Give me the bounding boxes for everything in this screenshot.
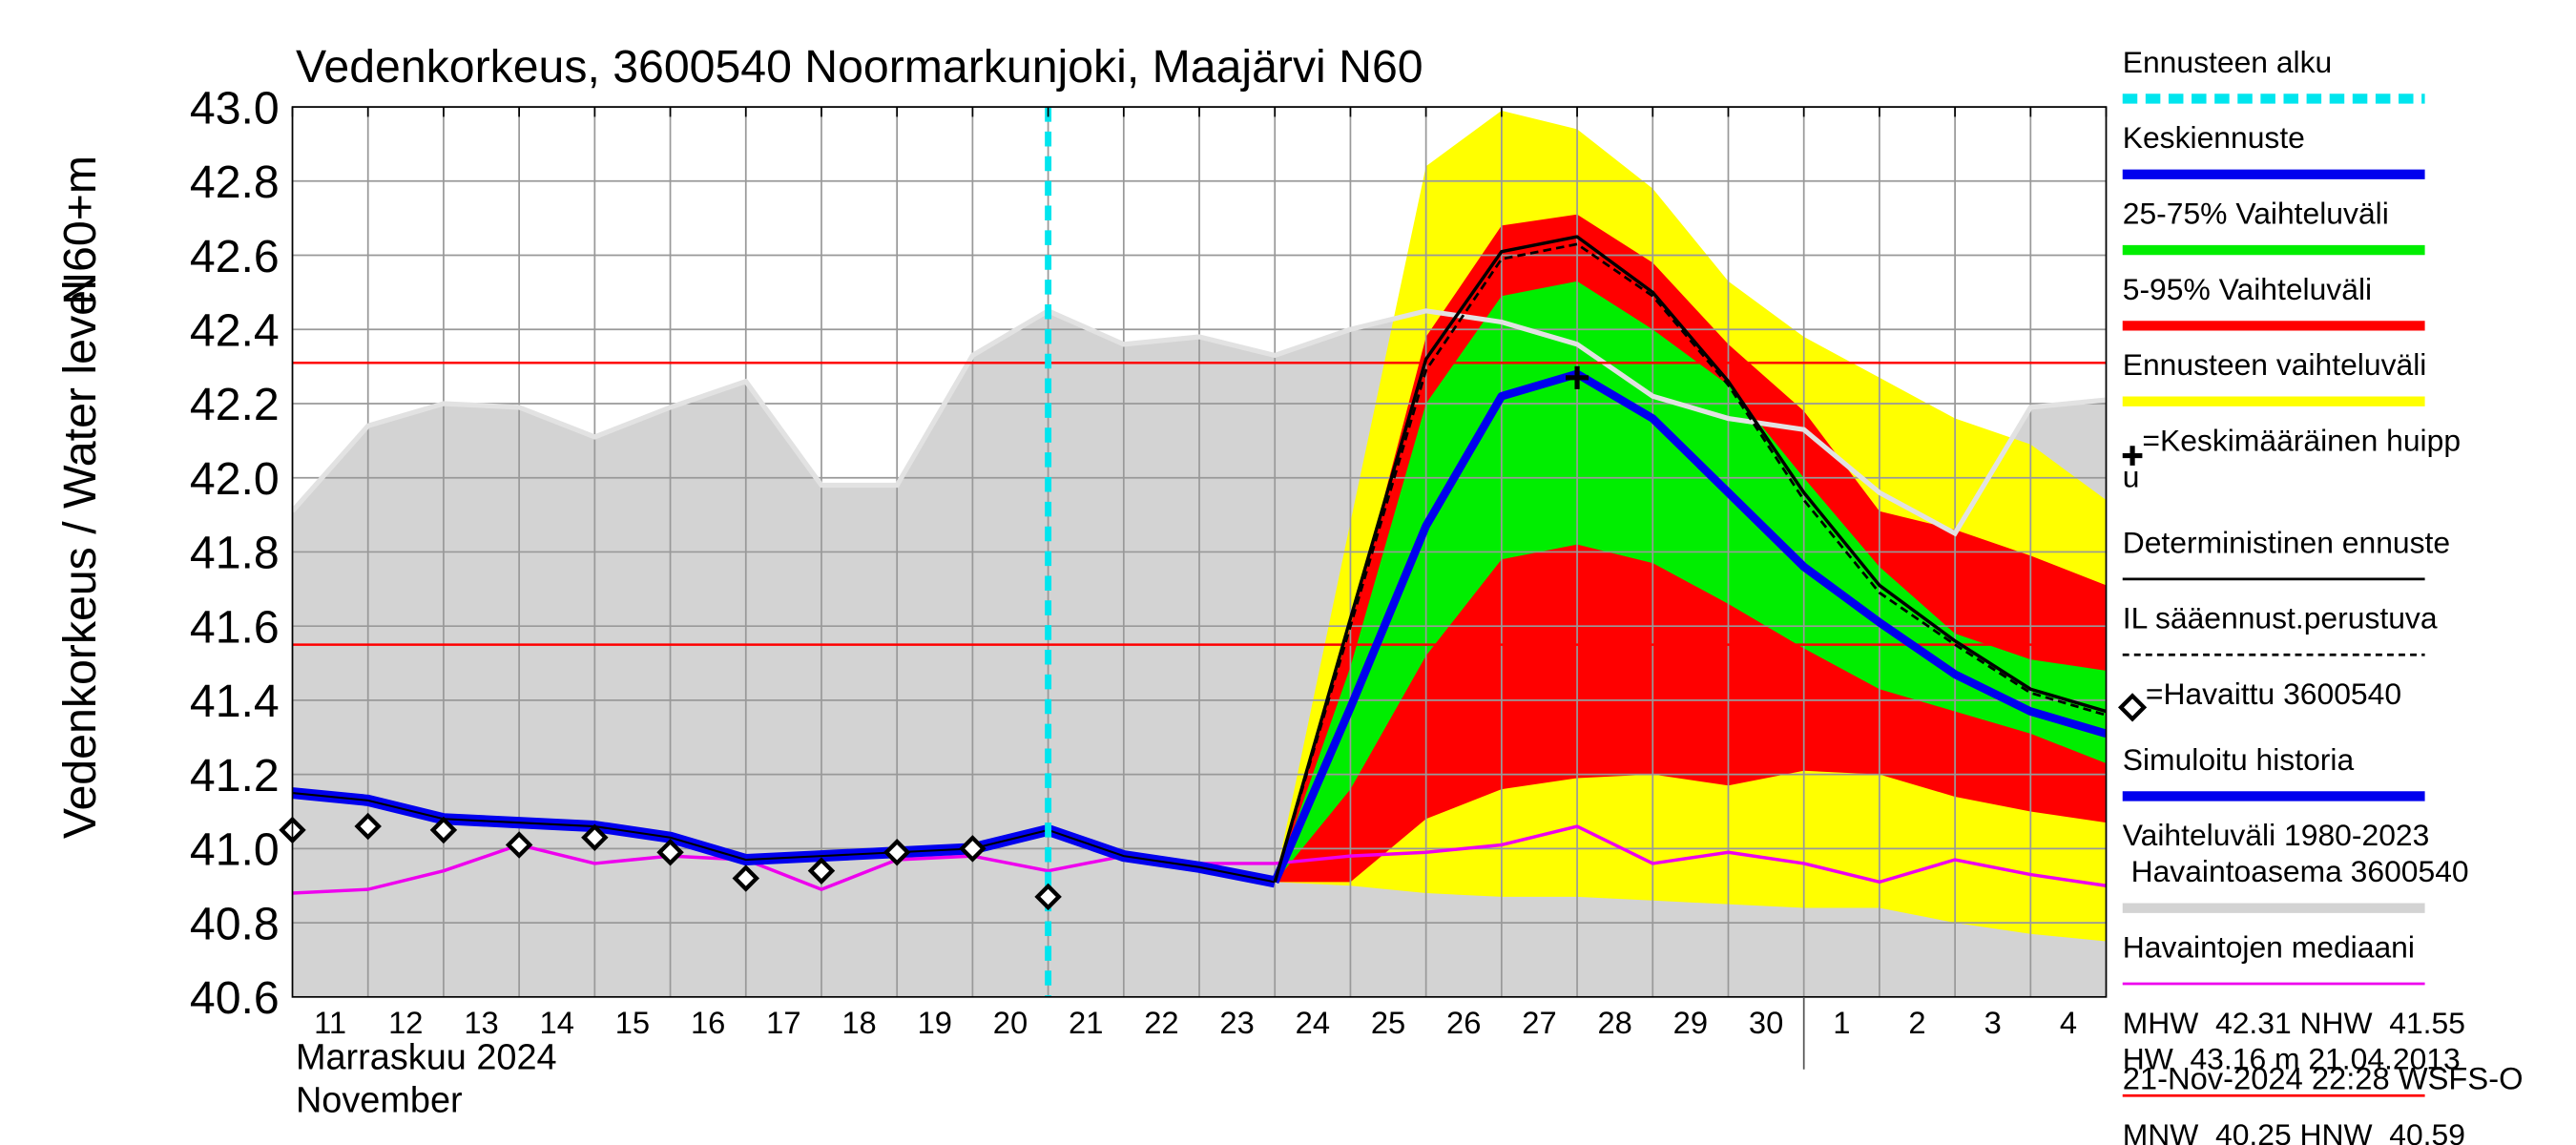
y-tick-label: 41.8: [190, 528, 280, 579]
x-tick-label: 26: [1446, 1005, 1481, 1040]
x-tick-label: 12: [388, 1005, 423, 1040]
simulated-core: [292, 792, 1276, 884]
legend-label: IL sääennust.perustuva: [2123, 601, 2438, 635]
observed-point: [1034, 883, 1062, 911]
y-unit-label: N60+m: [54, 156, 106, 305]
legend-label: 5-95% Vaihteluväli: [2123, 272, 2372, 306]
y-tick-label: 42.2: [190, 379, 280, 430]
chart-title: Vedenkorkeus, 3600540 Noormarkunjoki, Ma…: [296, 41, 1423, 93]
x-axis-label: Marraskuu 2024: [296, 1038, 557, 1078]
overlay: [279, 106, 2108, 1070]
legend-label: HW 43.16 m 21.04.2013: [2123, 1042, 2461, 1076]
y-tick-label: 42.6: [190, 231, 280, 282]
x-tick-label: 22: [1144, 1005, 1178, 1040]
x-tick-label: 4: [2060, 1005, 2077, 1040]
x-tick-label: 20: [993, 1005, 1028, 1040]
x-tick-label: 17: [766, 1005, 800, 1040]
observed-point: [807, 857, 836, 885]
observed-point: [505, 831, 533, 859]
il-line: [1273, 242, 2107, 883]
legend-label: 25-75% Vaihteluväli: [2123, 196, 2389, 230]
y-tick-label: 40.6: [190, 972, 280, 1024]
observed-point: [732, 864, 759, 892]
plot-area: [292, 107, 2107, 997]
x-tick-label: 25: [1371, 1005, 1405, 1040]
legend-label: =Havaittu 3600540: [2146, 677, 2401, 711]
legend-label: Deterministinen ennuste: [2123, 525, 2450, 559]
x-tick-label: 3: [1984, 1005, 2002, 1040]
x-tick-label: 29: [1673, 1005, 1708, 1040]
y-tick-label: 41.4: [190, 676, 280, 727]
legend-label: Ennusteen alku: [2123, 45, 2333, 79]
observed-point: [959, 835, 987, 863]
mean-line: [1271, 369, 2107, 885]
legend-label: u: [2123, 459, 2140, 493]
observed-point: [429, 816, 458, 844]
x-axis-label: November: [296, 1080, 463, 1120]
y-tick-label: 41.0: [190, 824, 280, 876]
deterministic-line: [1273, 235, 2107, 883]
x-tick-label: 15: [615, 1005, 650, 1040]
x-tick-label: 23: [1219, 1005, 1254, 1040]
x-tick-label: 19: [918, 1005, 952, 1040]
peak-marker: [1566, 365, 1589, 389]
legend-label: MNW 40.25 HNW 40.59: [2123, 1117, 2465, 1145]
x-tick-label: 16: [691, 1005, 725, 1040]
y-tick-label: 42.4: [190, 304, 280, 356]
legend-label: =Keskimääräinen huipp: [2142, 423, 2461, 457]
y-tick-label: 40.8: [190, 898, 280, 949]
x-tick-label: 2: [1908, 1005, 1925, 1040]
x-tick-label: 30: [1749, 1005, 1783, 1040]
y-tick-label: 43.0: [190, 82, 280, 134]
y-tick-label: 42.8: [190, 156, 280, 208]
legend-symbol: [2122, 446, 2143, 466]
x-tick-label: 18: [841, 1005, 876, 1040]
y-tick-label: 41.6: [190, 601, 280, 653]
y-axis-label: Vedenkorkeus / Water level: [54, 280, 106, 839]
observed-point: [883, 838, 911, 866]
x-tick-label: 28: [1597, 1005, 1631, 1040]
observed-point: [581, 823, 609, 851]
x-tick-label: 24: [1296, 1005, 1330, 1040]
x-tick-label: 11: [314, 1005, 346, 1040]
x-tick-label: 14: [540, 1005, 574, 1040]
legend-label: MHW 42.31 NHW 41.55: [2123, 1006, 2465, 1040]
legend-label: Simuloitu historia: [2123, 742, 2355, 777]
legend-label: Havaintoasema 3600540: [2123, 854, 2469, 888]
legend-label: Keskiennuste: [2123, 120, 2305, 155]
x-tick-label: 21: [1069, 1005, 1103, 1040]
observed-point: [656, 838, 684, 866]
legend-symbol: [2117, 693, 2148, 722]
legend-label: Ennusteen vaihteluväli: [2123, 347, 2427, 382]
x-tick-label: 1: [1833, 1005, 1850, 1040]
history-range-edge: [292, 307, 2107, 537]
footer: 21-Nov-2024 22:28 WSFS-O: [2123, 1060, 2524, 1095]
y-tick-label: 42.0: [190, 453, 280, 505]
y-tick-label: 41.2: [190, 750, 280, 802]
legend-label: Vaihteluväli 1980-2023: [2123, 818, 2430, 852]
legend-label: Havaintojen mediaani: [2123, 929, 2415, 964]
x-tick-label: 27: [1522, 1005, 1556, 1040]
x-tick-label: 13: [464, 1005, 498, 1040]
observed-point: [354, 812, 382, 841]
